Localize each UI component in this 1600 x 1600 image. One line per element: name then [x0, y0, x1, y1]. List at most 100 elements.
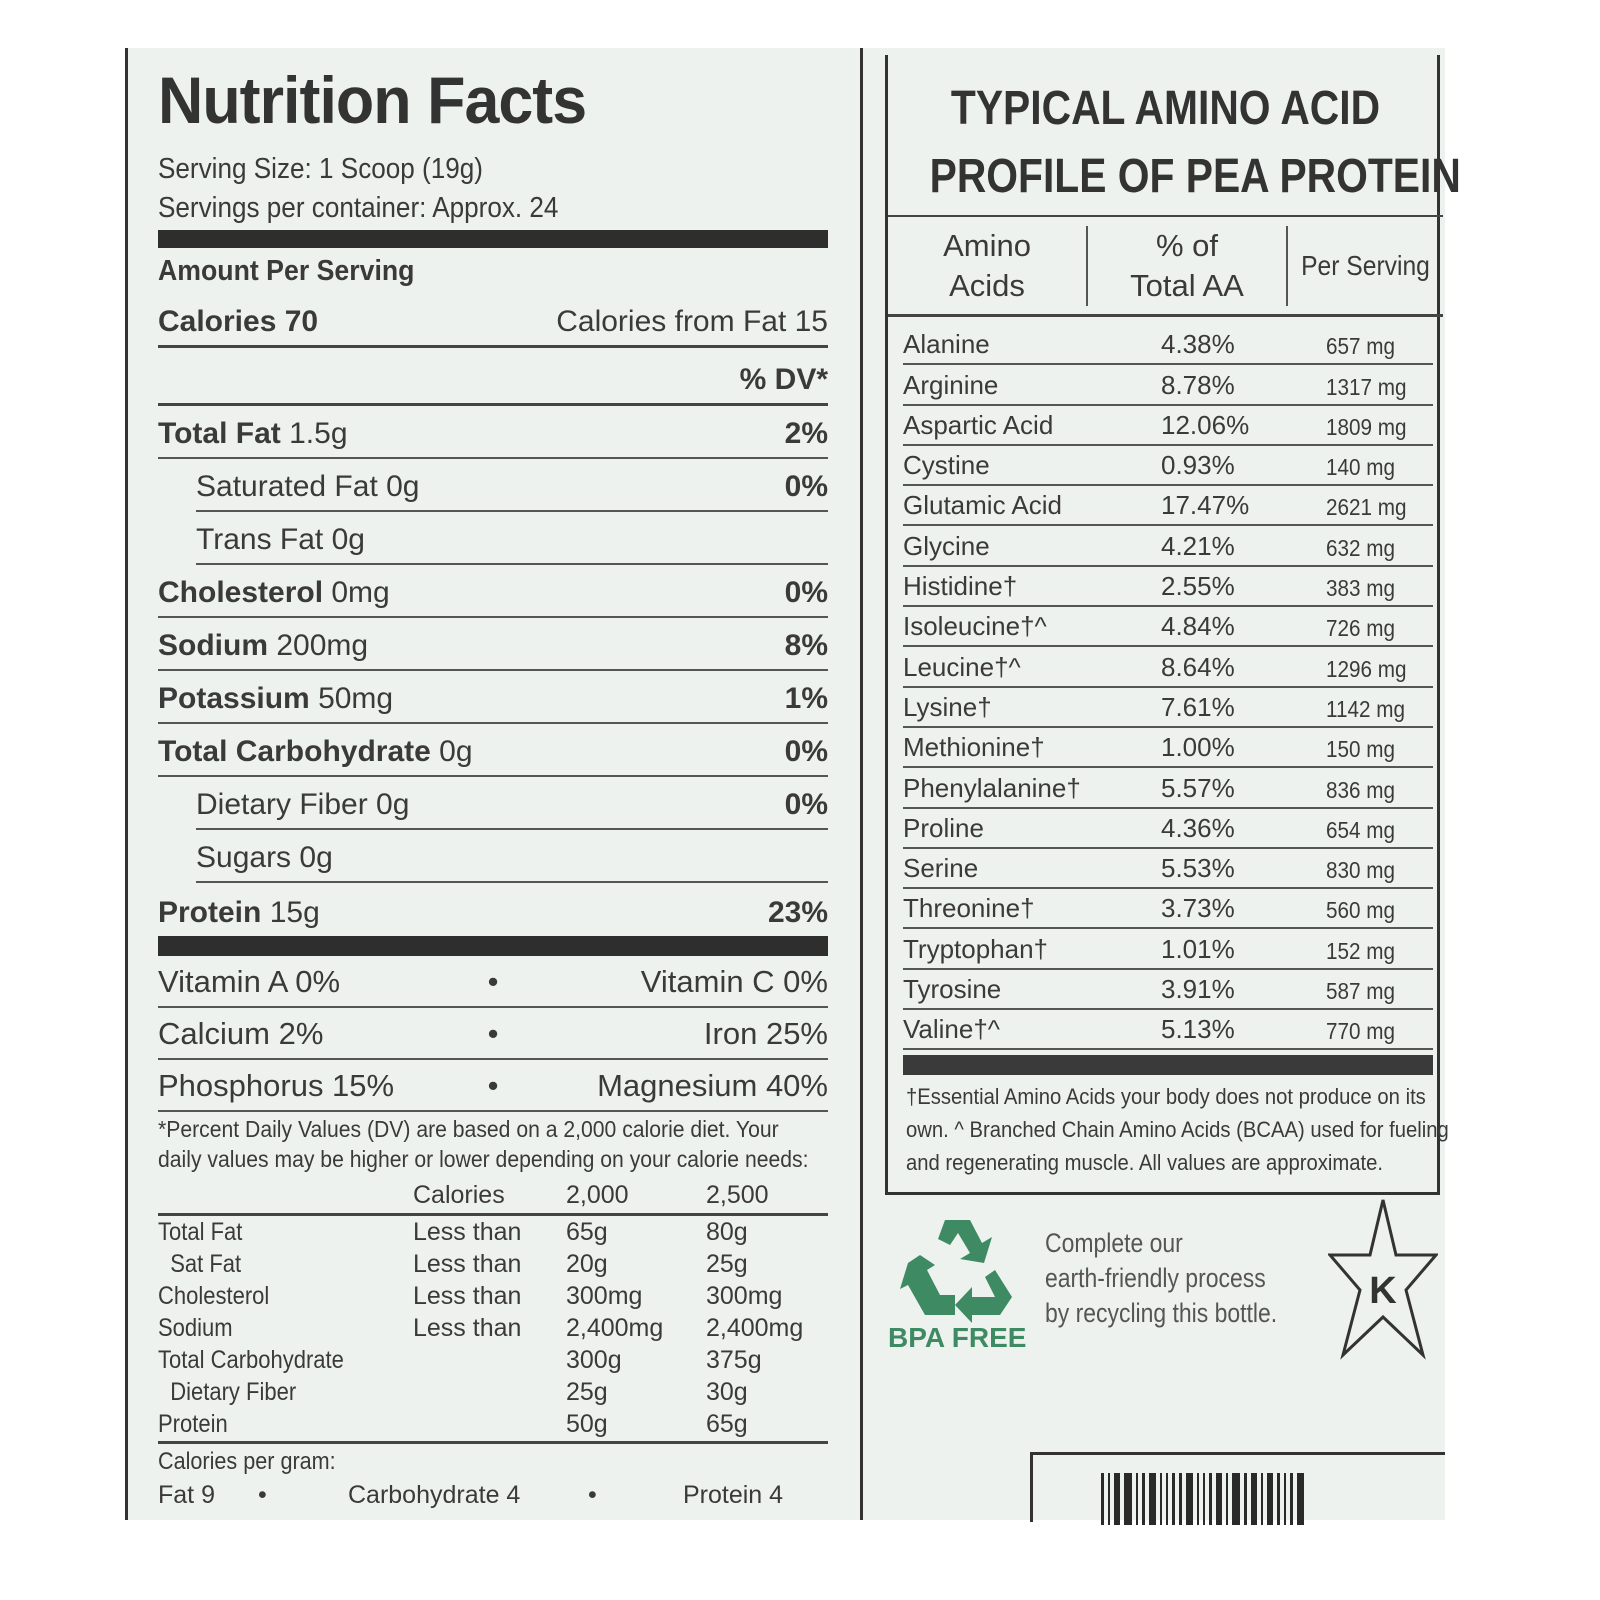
- kosher-letter: K: [1369, 1270, 1397, 1312]
- dv-table-header-cell: 2,000: [566, 1181, 629, 1209]
- amino-per-serving: 1317 mg: [1326, 373, 1407, 400]
- footnote-line: and regenerating muscle. All values are …: [906, 1150, 1384, 1175]
- nutrient-row: Total Fat 1.5g 2%: [158, 406, 828, 459]
- amino-percent: 7.61%: [1161, 691, 1235, 722]
- vitamin-right: Iron 25%: [703, 1016, 828, 1051]
- amino-name: Glycine: [903, 530, 990, 561]
- header-line: Acids: [949, 267, 1025, 303]
- amino-per-serving: 1296 mg: [1326, 655, 1407, 682]
- barcode-bar: [1114, 1473, 1120, 1525]
- nutrient-amount: 15g: [269, 896, 320, 929]
- nutrient-dv: 0%: [784, 576, 828, 609]
- amino-name: Tyrosine: [903, 974, 1002, 1005]
- bullet: •: [588, 1481, 597, 1509]
- dv-footnote: *Percent Daily Values (DV) are based on …: [158, 1114, 808, 1174]
- nutrient-label: Sugars 0g: [196, 841, 333, 875]
- recycle-text-line: by recycling this bottle.: [1045, 1298, 1278, 1328]
- amino-row: Arginine 8.78% 1317 mg: [903, 365, 1433, 406]
- nutrient-dv: 23%: [767, 896, 828, 929]
- title-line: TYPICAL AMINO ACID: [950, 82, 1381, 135]
- nutrient-amount: 0mg: [331, 576, 390, 609]
- header-line: Per Serving: [1301, 249, 1430, 281]
- nutrient-amount: 200mg: [276, 629, 369, 662]
- nutrient-row: Potassium 50mg 1%: [158, 671, 828, 724]
- nutrient-name: Sodium: [158, 629, 268, 662]
- amino-name: Leucine†^: [903, 651, 1021, 682]
- nutrient-label: Total Carbohydrate 0g: [158, 735, 473, 769]
- nutrition-facts-panel: Nutrition Facts Serving Size: 1 Scoop (1…: [125, 48, 863, 1520]
- barcode-bar: [1124, 1473, 1132, 1525]
- amino-name: Phenylalanine†: [903, 772, 1081, 803]
- amino-row: Cystine 0.93% 140 mg: [903, 446, 1433, 487]
- amino-percent: 5.53%: [1161, 853, 1235, 884]
- amino-percent: 4.21%: [1161, 530, 1235, 561]
- amino-row: Glutamic Acid 17.47% 2621 mg: [903, 486, 1433, 527]
- amino-per-serving: 140 mg: [1326, 454, 1396, 481]
- barcode-bar: [1172, 1473, 1175, 1525]
- amino-percent: 1.00%: [1161, 732, 1235, 763]
- amino-percent: 8.64%: [1161, 651, 1235, 682]
- header-line: Amino: [943, 227, 1031, 263]
- bullet: •: [487, 1068, 499, 1103]
- amino-name: Threonine†: [903, 893, 1035, 924]
- dv-table-row: Dietary Fiber 25g 30g: [158, 1376, 828, 1408]
- dv-table-cell: Total Carbohydrate: [158, 1345, 344, 1374]
- fat-per-gram: Fat 9: [158, 1481, 215, 1509]
- bpa-free-badge: BPA FREE: [888, 1322, 1027, 1353]
- nutrient-amount: 0g: [439, 735, 473, 768]
- amino-percent: 3.91%: [1161, 974, 1235, 1005]
- amino-row: Alanine 4.38% 657 mg: [903, 325, 1433, 366]
- nutrient-label: Cholesterol 0mg: [158, 576, 390, 610]
- barcode-bar: [1142, 1473, 1145, 1525]
- barcode-bar: [1261, 1473, 1263, 1525]
- dv-table-row: Sodium Less than 2,400mg 2,400mg: [158, 1312, 828, 1344]
- barcode-bar: [1284, 1473, 1286, 1525]
- dv-table-row: Total Fat Less than 65g 80g: [158, 1216, 828, 1248]
- amino-name: Isoleucine†^: [903, 611, 1047, 642]
- amino-percent: 5.13%: [1161, 1014, 1235, 1045]
- daily-values-table: Calories 2,000 2,500 Total Fat Less than 65g 8…: [158, 1178, 828, 1444]
- nutrient-name: Protein: [158, 896, 262, 929]
- barcode-bar: [1101, 1473, 1104, 1525]
- amino-row: Tryptophan† 1.01% 152 mg: [903, 929, 1433, 970]
- nutrient-dv: 1%: [784, 682, 828, 715]
- nutrient-row: Total Carbohydrate 0g 0%: [158, 724, 828, 777]
- calories-per-gram-values: Fat 9 • Carbohydrate 4 • Protein 4: [158, 1481, 828, 1510]
- dv-table-row: Sat Fat Less than 20g 25g: [158, 1248, 828, 1280]
- nutrient-list: Total Fat 1.5g 2% Saturated Fat 0g 0% Trans …: [158, 406, 828, 936]
- header-per-serving: Per Serving: [1288, 246, 1443, 286]
- nutrient-row: Protein 15g 23%: [158, 883, 828, 936]
- title-line: PROFILE OF PEA PROTEIN: [929, 150, 1461, 203]
- label-background: [125, 48, 1445, 1520]
- amino-per-serving: 383 mg: [1326, 575, 1396, 602]
- dv-table-cell: 300mg: [706, 1281, 783, 1310]
- dv-table-cell: Protein: [158, 1410, 228, 1438]
- barcode-bar: [1136, 1473, 1138, 1525]
- dv-table-cell: 25g: [706, 1249, 748, 1278]
- dv-table-cell: Sodium: [158, 1313, 233, 1342]
- nutrient-label: Potassium 50mg: [158, 682, 393, 716]
- nutrient-row: Sodium 200mg 8%: [158, 618, 828, 671]
- dv-table-cell: Dietary Fiber: [158, 1377, 297, 1406]
- dv-table-header-cell: 2,500: [706, 1181, 769, 1209]
- header-percent-total: % of Total AA: [1088, 225, 1288, 306]
- amino-row: Glycine 4.21% 632 mg: [903, 526, 1433, 567]
- barcode-bar: [1244, 1473, 1247, 1525]
- dv-table-row: Protein 50g 65g: [158, 1408, 828, 1444]
- divider-thick: [903, 1055, 1433, 1075]
- divider-thick: [158, 936, 828, 956]
- amino-percent: 4.38%: [1161, 329, 1235, 360]
- recycle-icon: [900, 1220, 1012, 1323]
- dv-table-cell: 300mg: [566, 1281, 643, 1310]
- nutrient-amount: Sugars 0g: [196, 841, 333, 874]
- vitamin-left: Calcium 2%: [158, 1016, 324, 1051]
- nutrient-dv: 8%: [784, 629, 828, 662]
- dv-table-cell: Less than: [413, 1217, 522, 1246]
- dv-table-cell: 2,400mg: [706, 1313, 804, 1342]
- vitamin-right: Magnesium 40%: [597, 1068, 828, 1103]
- nutrient-label: Sodium 200mg: [158, 629, 368, 663]
- amino-row: Leucine†^ 8.64% 1296 mg: [903, 647, 1433, 688]
- dv-table-cell: Cholesterol: [158, 1281, 270, 1310]
- nutrient-label: Dietary Fiber 0g: [196, 788, 409, 822]
- amino-per-serving: 152 mg: [1326, 937, 1396, 964]
